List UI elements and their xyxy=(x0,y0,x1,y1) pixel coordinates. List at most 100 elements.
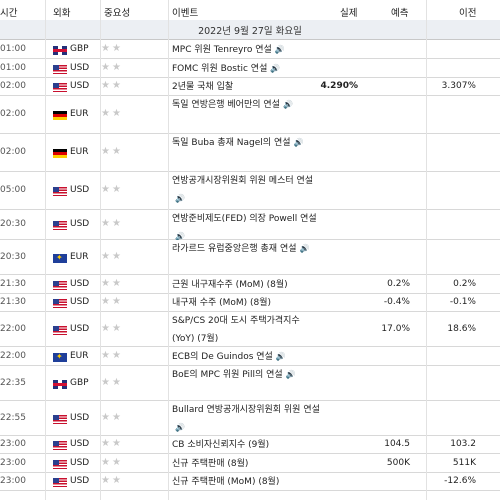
speaker-icon: 🔊 xyxy=(293,138,304,147)
table-row[interactable]: 22:55 USD ★★ Bullard 연방공개시장위원회 위원 연설 🔊 xyxy=(0,401,500,436)
event-title[interactable]: ECB의 De Guindos 연설 xyxy=(172,352,273,362)
event-name[interactable]: 연방준비제도(FED) 의장 Powell 연설 🔊 xyxy=(172,210,322,246)
event-name[interactable]: CB 소비자신뢰지수 (9월) xyxy=(172,436,322,454)
header-forecast: 예측 xyxy=(391,8,409,19)
table-row[interactable]: 21:30 USD ★★ 내구재 수주 (MoM) (8월) -0.4% -0.1% xyxy=(0,294,500,312)
event-currency: USD xyxy=(70,297,90,307)
event-title[interactable]: BoE의 MPC 위원 Pill의 연설 xyxy=(172,370,283,380)
event-name[interactable]: Bullard 연방공개시장위원회 위원 연설 🔊 xyxy=(172,401,322,437)
header-previous: 이전 xyxy=(459,8,477,19)
date-label: 2022년 9월 27일 화요일 xyxy=(198,25,302,37)
event-currency: USD xyxy=(70,185,90,195)
event-time: 22:00 xyxy=(0,324,26,334)
event-title[interactable]: 신규 주택판매 (8월) xyxy=(172,459,249,469)
event-title[interactable]: 라가르드 유럽중앙은행 총재 연설 xyxy=(172,244,297,254)
event-title[interactable]: CB 소비자신뢰지수 (9월) xyxy=(172,440,270,450)
flag-us-icon xyxy=(53,281,67,290)
flag-eu-icon xyxy=(53,353,67,362)
table-row[interactable]: 20:30 EUR ★★ 라가르드 유럽중앙은행 총재 연설🔊 xyxy=(0,240,500,275)
event-title[interactable]: FOMC 위원 Bostic 연설 xyxy=(172,64,268,74)
table-row[interactable]: 01:00 USD ★★ FOMC 위원 Bostic 연설 🔊 xyxy=(0,59,500,78)
event-previous: 103.2 xyxy=(450,439,476,449)
importance-stars-icon: ★★ xyxy=(101,475,123,486)
importance-stars-icon: ★★ xyxy=(101,62,123,73)
header-event: 이벤트 xyxy=(172,8,199,19)
event-currency: USD xyxy=(70,476,90,486)
event-currency: GBP xyxy=(70,44,89,54)
event-time: 23:00 xyxy=(0,476,26,486)
event-name[interactable]: ECB의 De Guindos 연설 🔊 xyxy=(172,348,322,366)
event-title[interactable]: Bullard 연방공개시장위원회 위원 연설 xyxy=(172,405,320,415)
event-time: 02:00 xyxy=(0,147,26,157)
flag-eu-icon xyxy=(53,254,67,263)
event-name[interactable]: 독일 연방은행 베어만의 연설 🔊 xyxy=(172,96,322,114)
table-header: 시간 외화 중요성 이벤트 실제 예측 이전 xyxy=(0,0,500,21)
event-name[interactable]: S&P/CS 20대 도시 주택가격지수 (YoY) (7월) xyxy=(172,312,322,348)
table-row[interactable]: 02:00 EUR ★★ 독일 Buba 총재 Nagel의 연설 🔊 xyxy=(0,134,500,172)
event-currency: USD xyxy=(70,219,90,229)
column-divider xyxy=(45,0,46,500)
importance-stars-icon: ★★ xyxy=(101,296,123,307)
event-time: 05:00 xyxy=(0,185,26,195)
event-currency: USD xyxy=(70,458,90,468)
header-time: 시간 xyxy=(0,8,18,19)
event-forecast: 104.5 xyxy=(384,439,410,449)
importance-stars-icon: ★★ xyxy=(101,438,123,449)
table-row[interactable]: 23:00 USD ★★ 신규 주택판매 (8월) 500K 511K xyxy=(0,454,500,473)
event-time: 01:00 xyxy=(0,44,26,54)
event-name[interactable]: 라가르드 유럽중앙은행 총재 연설 🔊 xyxy=(172,240,322,258)
event-title[interactable]: MPC 위원 Tenreyro 연설 xyxy=(172,45,272,55)
event-previous: 0.2% xyxy=(453,279,476,289)
event-name[interactable]: 근원 내구재수주 (MoM) (8월) xyxy=(172,276,322,294)
importance-stars-icon: ★★ xyxy=(101,146,123,157)
event-name[interactable]: 신규 주택판매 (8월) xyxy=(172,455,322,473)
event-title[interactable]: 근원 내구재수주 (MoM) (8월) xyxy=(172,280,288,290)
event-name[interactable]: 2년물 국채 입찰 xyxy=(172,78,322,96)
flag-gb-icon xyxy=(53,380,67,389)
table-row[interactable]: 02:00 EUR ★★ 독일 연방은행 베어만의 연설 🔊 xyxy=(0,96,500,134)
event-name[interactable]: FOMC 위원 Bostic 연설 🔊 xyxy=(172,60,322,78)
table-row[interactable]: 22:00 USD ★★ S&P/CS 20대 도시 주택가격지수 (YoY) (7월… xyxy=(0,312,500,347)
event-title[interactable]: 연방준비제도(FED) 의장 Powell 연설 xyxy=(172,214,317,224)
table-row[interactable]: 23:00 USD ★★ 신규 주택판매 (MoM) (8월) -12.6% xyxy=(0,473,500,491)
event-title[interactable]: 내구재 수주 (MoM) (8월) xyxy=(172,298,272,308)
event-time: 21:30 xyxy=(0,279,26,289)
importance-stars-icon: ★★ xyxy=(101,80,123,91)
table-row[interactable]: 21:30 USD ★★ 근원 내구재수주 (MoM) (8월) 0.2% 0.2% xyxy=(0,275,500,294)
event-title[interactable]: 연방공개시장위원회 위원 메스터 연설 xyxy=(172,176,314,186)
flag-us-icon xyxy=(53,187,67,196)
flag-gb-icon xyxy=(53,46,67,55)
event-name[interactable]: MPC 위원 Tenreyro 연설 🔊 xyxy=(172,41,322,59)
table-row[interactable]: 22:00 EUR ★★ ECB의 De Guindos 연설🔊 xyxy=(0,347,500,366)
speaker-icon: 🔊 xyxy=(175,423,185,432)
flag-de-icon xyxy=(53,149,67,158)
table-row[interactable]: 23:00 USD ★★ CB 소비자신뢰지수 (9월) 104.5 103.2 xyxy=(0,436,500,454)
event-name[interactable]: 내구재 수주 (MoM) (8월) xyxy=(172,294,322,312)
event-previous: 511K xyxy=(452,458,476,468)
event-title[interactable]: 2년물 국채 입찰 xyxy=(172,82,234,92)
table-row[interactable]: 05:00 USD ★★ 연방공개시장위원회 위원 메스터 연설 🔊 xyxy=(0,172,500,210)
event-title[interactable]: S&P/CS 20대 도시 주택가격지수 (YoY) (7월) xyxy=(172,316,300,344)
event-forecast: 17.0% xyxy=(381,324,410,334)
event-name[interactable]: 연방공개시장위원회 위원 메스터 연설 🔊 xyxy=(172,172,322,208)
importance-stars-icon: ★★ xyxy=(101,108,123,119)
speaker-icon: 🔊 xyxy=(285,370,296,379)
event-name[interactable]: 독일 Buba 총재 Nagel의 연설 🔊 xyxy=(172,134,322,152)
event-actual: 4.290% xyxy=(320,81,359,91)
event-previous: -12.6% xyxy=(444,476,476,486)
table-row[interactable]: 01:00 GBP ★★ MPC 위원 Tenreyro 연설 🔊 xyxy=(0,40,500,59)
table-row[interactable]: 22:35 GBP ★★ BoE의 MPC 위원 Pill의 연설 🔊 xyxy=(0,366,500,401)
event-forecast: -0.4% xyxy=(383,297,410,307)
table-row[interactable]: 20:30 USD ★★ 연방준비제도(FED) 의장 Powell 연설 🔊 xyxy=(0,210,500,241)
flag-us-icon xyxy=(53,83,67,92)
importance-stars-icon: ★★ xyxy=(101,323,123,334)
column-divider xyxy=(168,0,169,500)
event-name[interactable]: BoE의 MPC 위원 Pill의 연설 🔊 xyxy=(172,366,322,384)
table-row[interactable]: 02:00 USD ★★ 2년물 국채 입찰 4.290% 3.307% xyxy=(0,78,500,96)
event-title[interactable]: 독일 연방은행 베어만의 연설 xyxy=(172,100,280,110)
event-previous: 3.307% xyxy=(441,81,476,91)
event-title[interactable]: 신규 주택판매 (MoM) (8월) xyxy=(172,477,280,487)
event-title[interactable]: 독일 Buba 총재 Nagel의 연설 xyxy=(172,138,291,148)
event-name[interactable]: 신규 주택판매 (MoM) (8월) xyxy=(172,473,322,491)
event-currency: EUR xyxy=(70,147,89,157)
